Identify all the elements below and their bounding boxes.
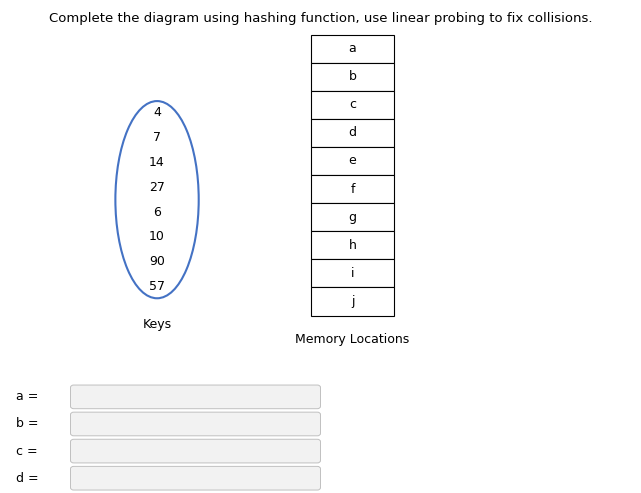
Text: d =: d =: [16, 472, 38, 485]
FancyBboxPatch shape: [311, 203, 394, 231]
FancyBboxPatch shape: [311, 63, 394, 91]
Text: 14: 14: [149, 156, 165, 169]
Text: 10: 10: [149, 230, 165, 244]
FancyBboxPatch shape: [311, 35, 394, 63]
Text: c =: c =: [16, 445, 38, 458]
Text: g: g: [349, 211, 356, 224]
FancyBboxPatch shape: [71, 385, 320, 409]
Text: Memory Locations: Memory Locations: [296, 333, 410, 346]
Text: 27: 27: [149, 181, 165, 194]
Text: h: h: [349, 239, 356, 252]
Text: a: a: [349, 42, 356, 55]
FancyBboxPatch shape: [311, 259, 394, 287]
FancyBboxPatch shape: [311, 119, 394, 147]
Text: b: b: [349, 70, 356, 83]
Text: 90: 90: [149, 255, 165, 268]
FancyBboxPatch shape: [311, 287, 394, 316]
Text: e: e: [349, 154, 356, 168]
FancyBboxPatch shape: [311, 231, 394, 259]
FancyBboxPatch shape: [71, 412, 320, 436]
Text: 57: 57: [149, 280, 165, 293]
Text: f: f: [350, 182, 355, 196]
Text: Keys: Keys: [142, 318, 172, 331]
Text: a =: a =: [16, 390, 38, 403]
Text: Complete the diagram using hashing function, use linear probing to fix collision: Complete the diagram using hashing funct…: [49, 12, 592, 25]
FancyBboxPatch shape: [71, 466, 320, 490]
Text: i: i: [351, 267, 354, 280]
FancyBboxPatch shape: [71, 439, 320, 463]
Text: 4: 4: [153, 106, 161, 119]
FancyBboxPatch shape: [311, 175, 394, 203]
Text: c: c: [349, 98, 356, 111]
Text: 6: 6: [153, 206, 161, 218]
Text: 7: 7: [153, 131, 161, 144]
Text: b =: b =: [16, 418, 38, 430]
FancyBboxPatch shape: [311, 91, 394, 119]
Text: d: d: [349, 126, 356, 140]
Text: j: j: [351, 295, 354, 308]
FancyBboxPatch shape: [311, 147, 394, 175]
